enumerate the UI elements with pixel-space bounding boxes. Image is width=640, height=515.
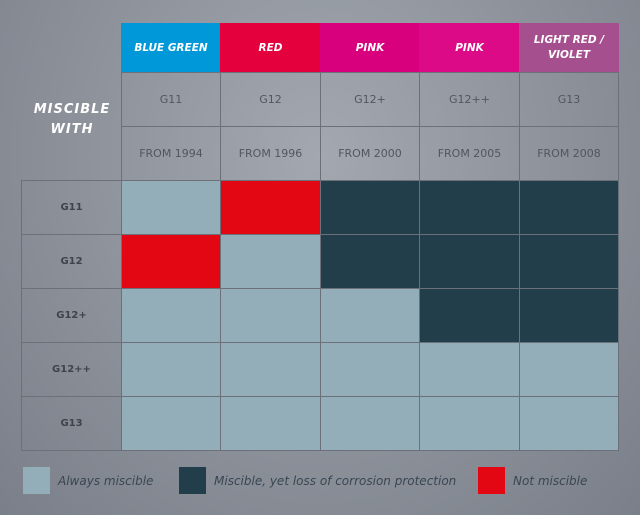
matrix-cell-always [220,288,321,343]
matrix-cell-always [220,234,321,289]
matrix-cell-always [121,396,221,451]
column-year-header: FROM 2005 [419,126,520,181]
column-color-header: PINK [419,23,520,73]
legend-swatch [23,467,50,494]
legend-label: Miscible, yet loss of corrosion protecti… [214,473,457,488]
matrix-cell-always [519,342,619,397]
column-color-header: LIGHT RED / VIOLET [519,23,619,73]
legend-label: Always miscible [58,473,154,488]
column-color-header: BLUE GREEN [121,23,221,73]
matrix-cell-always [519,396,619,451]
row-label: G11 [21,180,122,235]
column-type-header: G13 [519,72,619,127]
column-color-header: RED [220,23,321,73]
row-label: G12 [21,234,122,289]
matrix-cell-always [121,288,221,343]
column-color-header: PINK [320,23,420,73]
matrix-cell-always [121,180,221,235]
row-label: G12+ [21,288,122,343]
legend-swatch [478,467,505,494]
column-year-header: FROM 1994 [121,126,221,181]
matrix-cell-loss [419,288,520,343]
matrix-cell-always [220,342,321,397]
column-year-header: FROM 2000 [320,126,420,181]
legend-item: Not miscible [478,467,587,494]
matrix-cell-loss [320,180,420,235]
column-type-header: G12 [220,72,321,127]
column-year-header: FROM 2008 [519,126,619,181]
matrix-cell-always [320,396,420,451]
matrix-cell-loss [419,234,520,289]
matrix-cell-loss [519,234,619,289]
column-year-header: FROM 1996 [220,126,321,181]
column-type-header: G12++ [419,72,520,127]
column-type-header: G12+ [320,72,420,127]
matrix-cell-loss [519,180,619,235]
row-label: G13 [21,396,122,451]
matrix-cell-always [320,288,420,343]
legend-label: Not miscible [513,473,588,488]
matrix-cell-always [320,342,420,397]
matrix-cell-loss [320,234,420,289]
legend-item: Miscible, yet loss of corrosion protecti… [179,467,456,494]
matrix-cell-always [419,396,520,451]
column-type-header: G11 [121,72,221,127]
miscible-with-title: MISCIBLE WITH [33,102,111,137]
row-label: G12++ [21,342,122,397]
matrix-cell-always [220,396,321,451]
legend-item: Always miscible [23,467,153,494]
matrix-cell-not [220,180,321,235]
matrix-cell-not [121,234,221,289]
matrix-cell-loss [419,180,520,235]
legend-swatch [179,467,206,494]
matrix-cell-always [121,342,221,397]
matrix-cell-loss [519,288,619,343]
matrix-cell-always [419,342,520,397]
